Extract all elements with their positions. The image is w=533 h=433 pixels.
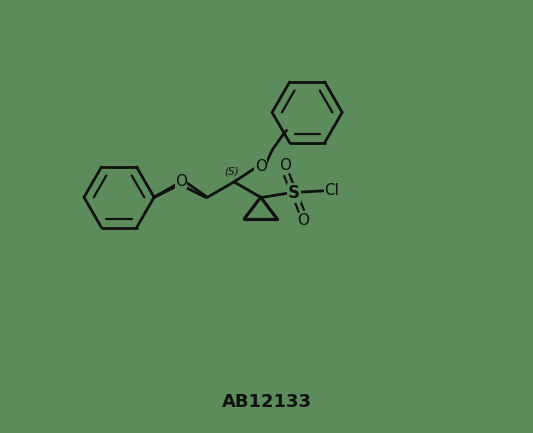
Text: AB12133: AB12133 (222, 394, 311, 411)
Text: O: O (175, 174, 187, 189)
Text: O: O (297, 213, 310, 228)
Text: S: S (288, 184, 300, 202)
Text: O: O (279, 158, 290, 173)
Text: Cl: Cl (324, 183, 338, 198)
Text: (S): (S) (224, 166, 239, 176)
Text: O: O (255, 159, 266, 174)
